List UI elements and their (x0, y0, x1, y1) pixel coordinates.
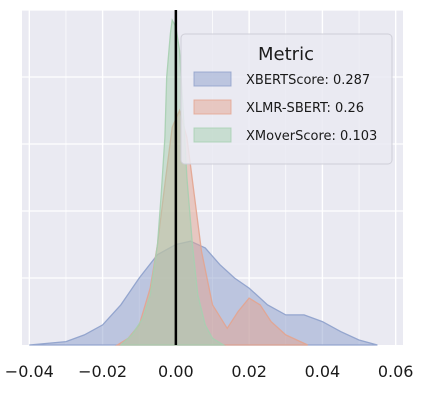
x-tick-label: −0.04 (5, 362, 54, 381)
legend-title: Metric (258, 44, 314, 65)
legend-box (180, 33, 393, 165)
legend-swatch-xlmr-sbert (193, 99, 232, 115)
x-tick-label: 0.04 (305, 362, 341, 381)
x-tick-label: 0.00 (158, 362, 194, 381)
legend-swatch-xmoverscore (193, 127, 232, 143)
density-area-xmoverscore (119, 18, 226, 346)
legend: Metric XBERTScore: 0.287 XLMR-SBERT: 0.2… (180, 33, 393, 165)
legend-label-xbertscore: XBERTScore: 0.287 (246, 73, 370, 88)
x-tick-label: −0.02 (78, 362, 127, 381)
x-axis-ticks: −0.04 −0.02 0.00 0.02 0.04 0.06 (5, 362, 414, 381)
legend-label-xlmr-sbert: XLMR-SBERT: 0.26 (246, 101, 364, 116)
x-tick-label: 0.02 (231, 362, 267, 381)
x-tick-label: 0.06 (378, 362, 414, 381)
legend-swatch-xbertscore (193, 71, 232, 87)
density-areas (29, 18, 378, 346)
legend-label-xmoverscore: XMoverScore: 0.103 (246, 129, 377, 144)
